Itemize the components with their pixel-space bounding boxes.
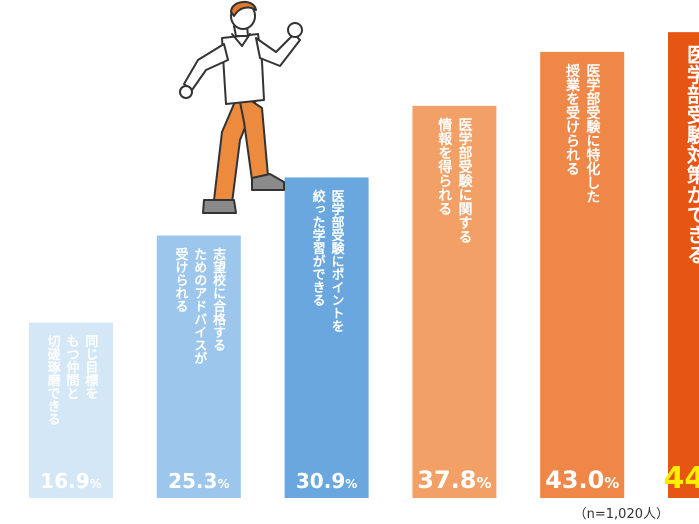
bar-category-label-line: ためのアドバイスが: [191, 248, 207, 365]
bar-2: [156, 235, 241, 498]
bar-4: [412, 105, 497, 498]
bar-category-label-line: 医学部受験に特化した: [584, 64, 600, 204]
bar-category-label-line: 志望校に合格する: [210, 247, 226, 352]
climbing-person-illustration: [179, 1, 303, 214]
bar-category-label-line: 絞った学習ができる: [310, 189, 326, 307]
bar-value-label-3: 30.9%: [296, 469, 357, 493]
bar-6: [668, 32, 699, 498]
bar-category-label-line: 受けられる: [172, 247, 188, 313]
bar-1: [29, 322, 113, 498]
bar-value-label-1: 16.9%: [40, 469, 101, 493]
bar-5: [540, 51, 625, 498]
bar-category-label-6: 早い段階から医学部受験対策ができる: [684, 44, 699, 264]
bar-value-label-5: 43.0%: [545, 466, 619, 494]
bar-category-label-line: 医学部受験対策ができる: [684, 44, 699, 264]
bar-category-label-line: 情報を得られる: [436, 117, 453, 216]
bar-category-label-line: 授業を受けられる: [564, 63, 581, 176]
bar-category-label-line: 切磋琢磨できる: [45, 335, 61, 426]
bar-category-label-line: 医学部受験に関する: [457, 118, 473, 244]
bar-category-label-line: もつ仲間と: [64, 335, 80, 400]
bar-value-label-4: 37.8%: [417, 466, 491, 494]
bar-category-label-line: 同じ目標を: [82, 335, 98, 400]
bar-value-label-2: 25.3%: [168, 469, 229, 493]
sample-size-note: （n=1,020人）: [573, 507, 669, 522]
bar-category-label-line: 医学部受験にポイントを: [329, 189, 345, 332]
bar-3: [284, 177, 369, 498]
bar-value-label-6: 44.9%: [663, 461, 699, 496]
